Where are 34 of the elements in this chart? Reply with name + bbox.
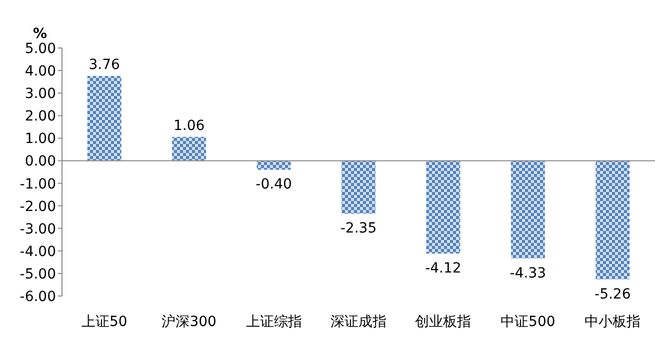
x-tick-label: 中小板指 (584, 314, 641, 330)
bar (342, 160, 376, 214)
data-label: -4.33 (510, 265, 546, 282)
data-label: 3.76 (88, 56, 120, 73)
y-tick-label: -3.00 (20, 221, 56, 238)
y-tick-label: 5.00 (24, 41, 56, 57)
y-tick-label: 0.00 (24, 154, 56, 170)
bar (510, 160, 545, 258)
bar (172, 136, 206, 161)
bar (256, 160, 291, 170)
data-label: -2.35 (340, 220, 377, 237)
x-tick-label: 沪深300 (162, 314, 216, 330)
y-tick-label: 3.00 (24, 86, 56, 102)
data-label: -5.26 (594, 286, 631, 302)
data-label: -4.12 (425, 260, 462, 277)
y-tick-label: 4.00 (24, 64, 56, 80)
x-tick-label: 上证50 (81, 314, 128, 330)
bar (87, 76, 122, 161)
y-tick-label: -4.00 (20, 244, 56, 260)
data-label: 1.06 (173, 118, 205, 134)
x-tick-label: 中证500 (500, 314, 556, 330)
y-tick-label: 1.00 (24, 131, 56, 148)
x-tick-label: 深证成指 (330, 314, 386, 330)
y-tick-label: -5.00 (20, 266, 56, 282)
data-label: -0.40 (256, 176, 292, 193)
bar (596, 160, 630, 280)
y-axis-title: % (32, 26, 48, 42)
y-tick-label: -1.00 (20, 176, 56, 192)
x-tick-label: 创业板指 (415, 314, 472, 330)
bar (426, 160, 460, 254)
x-tick-label: 上证综指 (246, 314, 302, 330)
y-tick-label: -2.00 (20, 198, 56, 215)
y-tick-label: -6.00 (20, 289, 56, 305)
y-tick-label: 2.00 (24, 108, 56, 125)
